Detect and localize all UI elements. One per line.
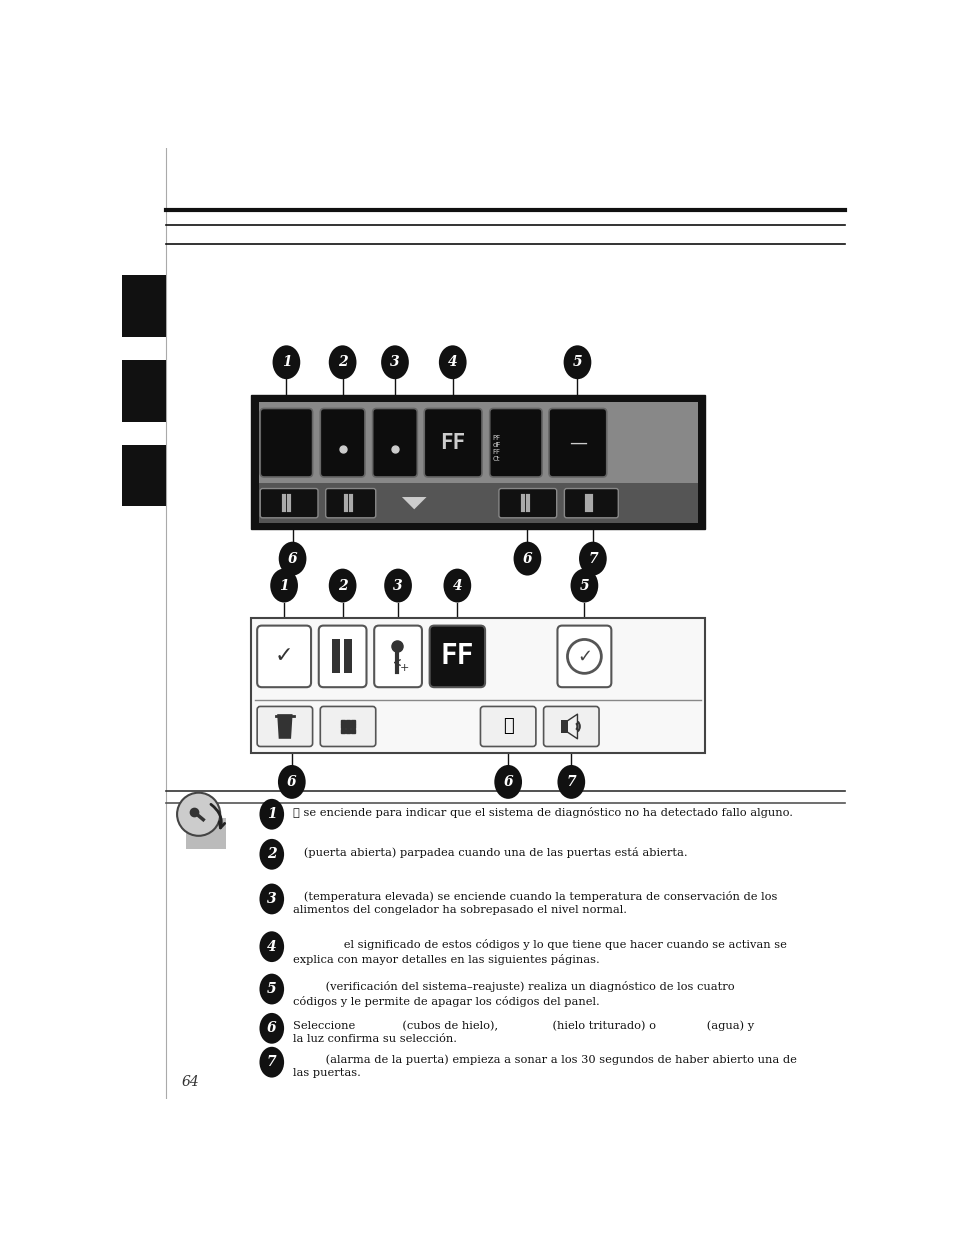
Text: 2: 2 (337, 578, 347, 593)
Text: ✓: ✓ (274, 646, 294, 667)
Ellipse shape (513, 542, 540, 576)
FancyBboxPatch shape (325, 489, 375, 517)
Text: —: — (568, 433, 586, 452)
Text: 7: 7 (267, 1055, 276, 1070)
FancyBboxPatch shape (424, 409, 481, 477)
Bar (121, 275, 166, 337)
Ellipse shape (438, 346, 466, 379)
FancyBboxPatch shape (564, 489, 618, 517)
Polygon shape (401, 496, 426, 509)
Text: 6: 6 (287, 774, 296, 789)
Text: 5: 5 (572, 356, 581, 369)
Text: 4: 4 (448, 356, 457, 369)
FancyBboxPatch shape (429, 626, 484, 687)
Text: 4: 4 (452, 578, 461, 593)
Polygon shape (277, 714, 293, 739)
Text: 7: 7 (566, 774, 576, 789)
Ellipse shape (259, 973, 284, 1004)
Text: (alarma de la puerta) empieza a sonar a los 30 segundos de haber abierto una de
: (alarma de la puerta) empieza a sonar a … (293, 1055, 796, 1078)
Text: 6: 6 (267, 1021, 276, 1035)
Ellipse shape (270, 568, 297, 603)
FancyBboxPatch shape (498, 489, 557, 517)
FancyBboxPatch shape (257, 706, 313, 746)
Text: 6: 6 (503, 774, 513, 789)
Text: FF: FF (440, 642, 474, 671)
Ellipse shape (381, 346, 409, 379)
Text: (verificación del sistema–reajuste) realiza un diagnóstico de los cuatro
códigos: (verificación del sistema–reajuste) real… (293, 982, 734, 1007)
Ellipse shape (273, 346, 300, 379)
FancyBboxPatch shape (257, 626, 311, 687)
Bar (258, 403, 697, 483)
Bar (344, 640, 352, 673)
Ellipse shape (259, 883, 284, 914)
Bar (251, 395, 704, 530)
Ellipse shape (494, 764, 521, 799)
Bar (332, 640, 339, 673)
Text: 1: 1 (267, 808, 276, 821)
FancyBboxPatch shape (373, 409, 416, 477)
FancyBboxPatch shape (320, 706, 375, 746)
Bar (185, 818, 225, 848)
Ellipse shape (259, 839, 284, 869)
Text: 7: 7 (587, 552, 598, 566)
Text: 4: 4 (267, 940, 276, 953)
FancyBboxPatch shape (374, 626, 421, 687)
Text: 🧊: 🧊 (502, 718, 513, 736)
Text: 64: 64 (182, 1076, 199, 1089)
FancyBboxPatch shape (489, 409, 541, 477)
Text: 3: 3 (393, 578, 402, 593)
Text: 5: 5 (267, 982, 276, 997)
Ellipse shape (563, 346, 591, 379)
FancyBboxPatch shape (480, 706, 536, 746)
FancyBboxPatch shape (548, 409, 606, 477)
Bar (251, 618, 704, 752)
Bar (121, 359, 166, 421)
Text: FF: FF (440, 432, 465, 453)
Text: 2: 2 (337, 356, 347, 369)
Ellipse shape (259, 931, 284, 962)
FancyBboxPatch shape (543, 706, 598, 746)
Text: Seleccione             (cubos de hielo),               (hielo triturado) o      : Seleccione (cubos de hielo), (hielo trit… (293, 1020, 753, 1045)
Text: 3: 3 (267, 892, 276, 906)
Text: ✓: ✓ (577, 647, 592, 666)
FancyBboxPatch shape (260, 409, 313, 477)
Text: ✓ se enciende para indicar que el sistema de diagnóstico no ha detectado fallo a: ✓ se enciende para indicar que el sistem… (293, 806, 792, 818)
Ellipse shape (329, 346, 356, 379)
FancyBboxPatch shape (320, 409, 365, 477)
Bar (560, 720, 568, 732)
Ellipse shape (329, 568, 356, 603)
Text: PF
dF
FF
Ct: PF dF FF Ct (493, 435, 500, 462)
FancyBboxPatch shape (318, 626, 366, 687)
Bar (121, 445, 166, 506)
Text: 2: 2 (267, 847, 276, 861)
Ellipse shape (578, 542, 606, 576)
Text: 3: 3 (390, 356, 399, 369)
Text: (temperatura elevada) se enciende cuando la temperatura de conservación de los
a: (temperatura elevada) se enciende cuando… (293, 892, 776, 915)
FancyBboxPatch shape (557, 626, 611, 687)
Ellipse shape (384, 568, 412, 603)
Ellipse shape (278, 542, 306, 576)
Text: 1: 1 (281, 356, 291, 369)
Ellipse shape (277, 764, 305, 799)
Ellipse shape (557, 764, 584, 799)
Text: (puerta abierta) parpadea cuando una de las puertas está abierta.: (puerta abierta) parpadea cuando una de … (293, 846, 686, 857)
Text: 1: 1 (279, 578, 289, 593)
FancyBboxPatch shape (260, 489, 317, 517)
Ellipse shape (570, 568, 598, 603)
Circle shape (177, 793, 220, 836)
Text: 6: 6 (288, 552, 297, 566)
Text: 5: 5 (579, 578, 589, 593)
Text: +: + (399, 663, 409, 673)
Bar (258, 483, 697, 524)
Ellipse shape (259, 799, 284, 830)
Text: 6: 6 (522, 552, 532, 566)
Ellipse shape (259, 1013, 284, 1044)
Ellipse shape (443, 568, 471, 603)
Text: el significado de estos códigos y lo que tiene que hacer cuando se activan se
ex: el significado de estos códigos y lo que… (293, 939, 785, 965)
Ellipse shape (259, 1047, 284, 1078)
